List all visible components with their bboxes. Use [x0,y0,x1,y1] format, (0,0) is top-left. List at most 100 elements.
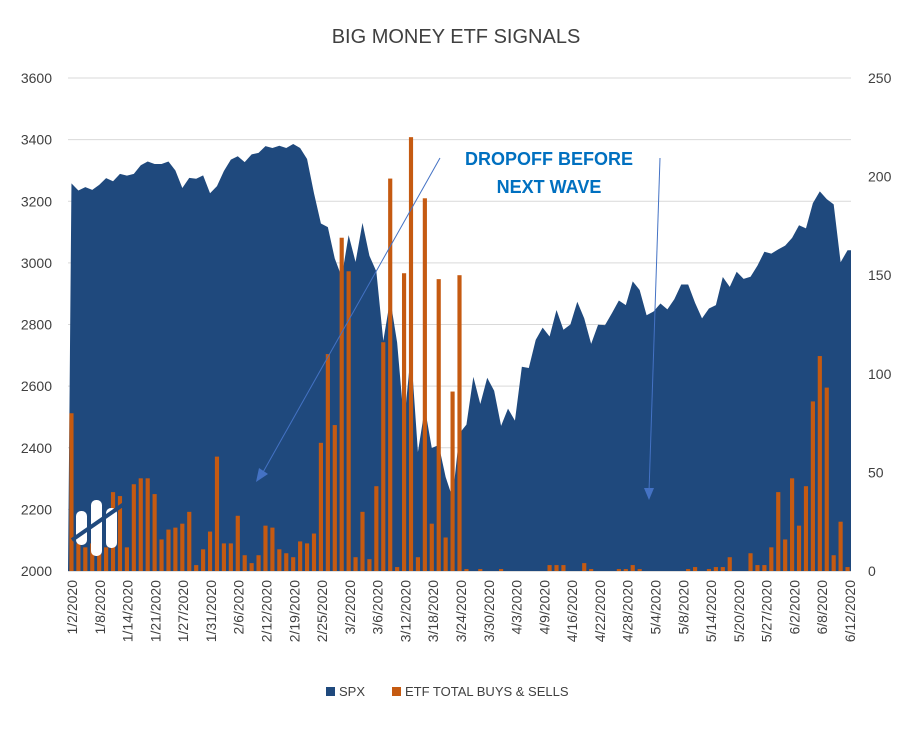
etf-bar [117,496,123,571]
chart-title: BIG MONEY ETF SIGNALS [332,26,581,48]
x-tick-label: 4/28/2020 [620,580,636,642]
x-tick-label: 3/24/2020 [453,580,469,642]
left-tick-label: 3600 [21,70,52,86]
etf-bar-layer [69,137,850,572]
logo-bar [91,500,102,556]
etf-bar [291,557,296,571]
left-tick-label: 3200 [21,193,52,209]
legend: SPX ETF TOTAL BUYS & SELLS [326,684,569,699]
etf-bar [776,492,781,571]
etf-bar [235,515,240,571]
etf-bar [339,237,344,572]
annotation-arrow-left [261,157,441,475]
etf-bar [720,567,725,571]
legend-label-etf: ETF TOTAL BUYS & SELLS [405,684,569,699]
etf-bar [124,547,129,571]
legend-label-spx: SPX [339,684,365,699]
etf-bar [436,279,441,571]
etf-bar [228,543,233,571]
left-axis-ticks: 2000 2200 2400 2600 2800 3000 3200 3400 3600 [21,70,52,579]
etf-bar [298,541,303,571]
etf-bar [755,565,760,571]
x-tick-label: 5/20/2020 [731,580,747,642]
etf-bar [429,523,434,571]
etf-bar [346,271,351,571]
x-tick-label: 1/31/2020 [203,580,219,642]
etf-bar [388,178,393,571]
annotation-line-2: NEXT WAVE [497,177,602,197]
etf-bar [159,539,164,571]
etf-bar [845,567,850,571]
etf-bar [838,521,843,571]
logo-swoosh [70,502,126,542]
left-tick-label: 2000 [21,563,52,579]
right-tick-label: 200 [868,169,892,185]
x-tick-label: 6/12/2020 [842,580,858,642]
x-tick-label: 4/22/2020 [592,580,608,642]
etf-bar [415,557,421,571]
logo-watermark [70,500,126,556]
etf-bar [803,486,809,571]
etf-bar [623,569,628,571]
x-tick-label: 5/14/2020 [703,580,719,642]
etf-bar [499,569,504,571]
etf-bar [582,563,587,571]
etf-bar [408,137,414,571]
x-tick-label: 2/19/2020 [286,580,302,642]
etf-bar [727,557,732,571]
etf-bar [277,549,282,571]
etf-bar [686,569,691,571]
x-tick-label: 3/6/2020 [370,580,386,635]
x-axis-ticks: 1/2/2020 1/8/2020 1/14/2020 1/21/2020 1/27/2… [64,580,858,643]
etf-bar [831,555,836,571]
etf-bar [104,547,109,571]
etf-bar [90,543,95,571]
x-tick-label: 1/8/2020 [92,580,108,635]
right-tick-label: 100 [868,366,892,382]
etf-bar [443,537,448,571]
spx-area [68,143,851,571]
etf-bar [748,553,753,571]
right-tick-label: 50 [868,464,884,480]
etf-bar [138,478,143,571]
etf-bar [284,553,289,571]
etf-bar [401,273,407,571]
x-tick-label: 6/2/2020 [786,580,802,635]
etf-bar [263,525,268,571]
right-axis-ticks: 0 50 100 150 200 250 [868,70,892,579]
etf-bar [201,549,206,571]
etf-bar [769,547,774,571]
logo-bar [76,511,87,545]
etf-bar [304,543,310,571]
etf-bar [706,569,712,571]
etf-bar [796,525,802,571]
x-tick-label: 2/25/2020 [314,580,330,642]
etf-bar [145,478,150,571]
x-tick-label: 4/3/2020 [509,580,525,635]
etf-bar [810,401,815,571]
etf-bar [713,567,718,571]
etf-bar [693,567,698,571]
etf-bar [325,354,330,571]
etf-bar [69,413,74,571]
etf-bar [367,559,372,571]
x-tick-label: 1/21/2020 [147,580,163,642]
etf-bar [353,557,358,571]
left-tick-label: 3000 [21,255,52,271]
etf-bar [194,565,199,571]
etf-bar [249,563,254,571]
etf-bar [817,356,822,571]
annotation-arrow-right [648,157,661,493]
etf-bar [374,486,379,571]
etf-bar [616,569,621,571]
etf-bar [554,565,559,571]
right-tick-label: 0 [868,563,876,579]
etf-bar [360,511,365,571]
x-tick-label: 2/6/2020 [231,580,247,635]
annotation-arrowhead-left [256,468,268,482]
etf-bar [395,567,400,571]
etf-bar [180,523,185,571]
x-tick-label: 4/9/2020 [536,580,552,635]
